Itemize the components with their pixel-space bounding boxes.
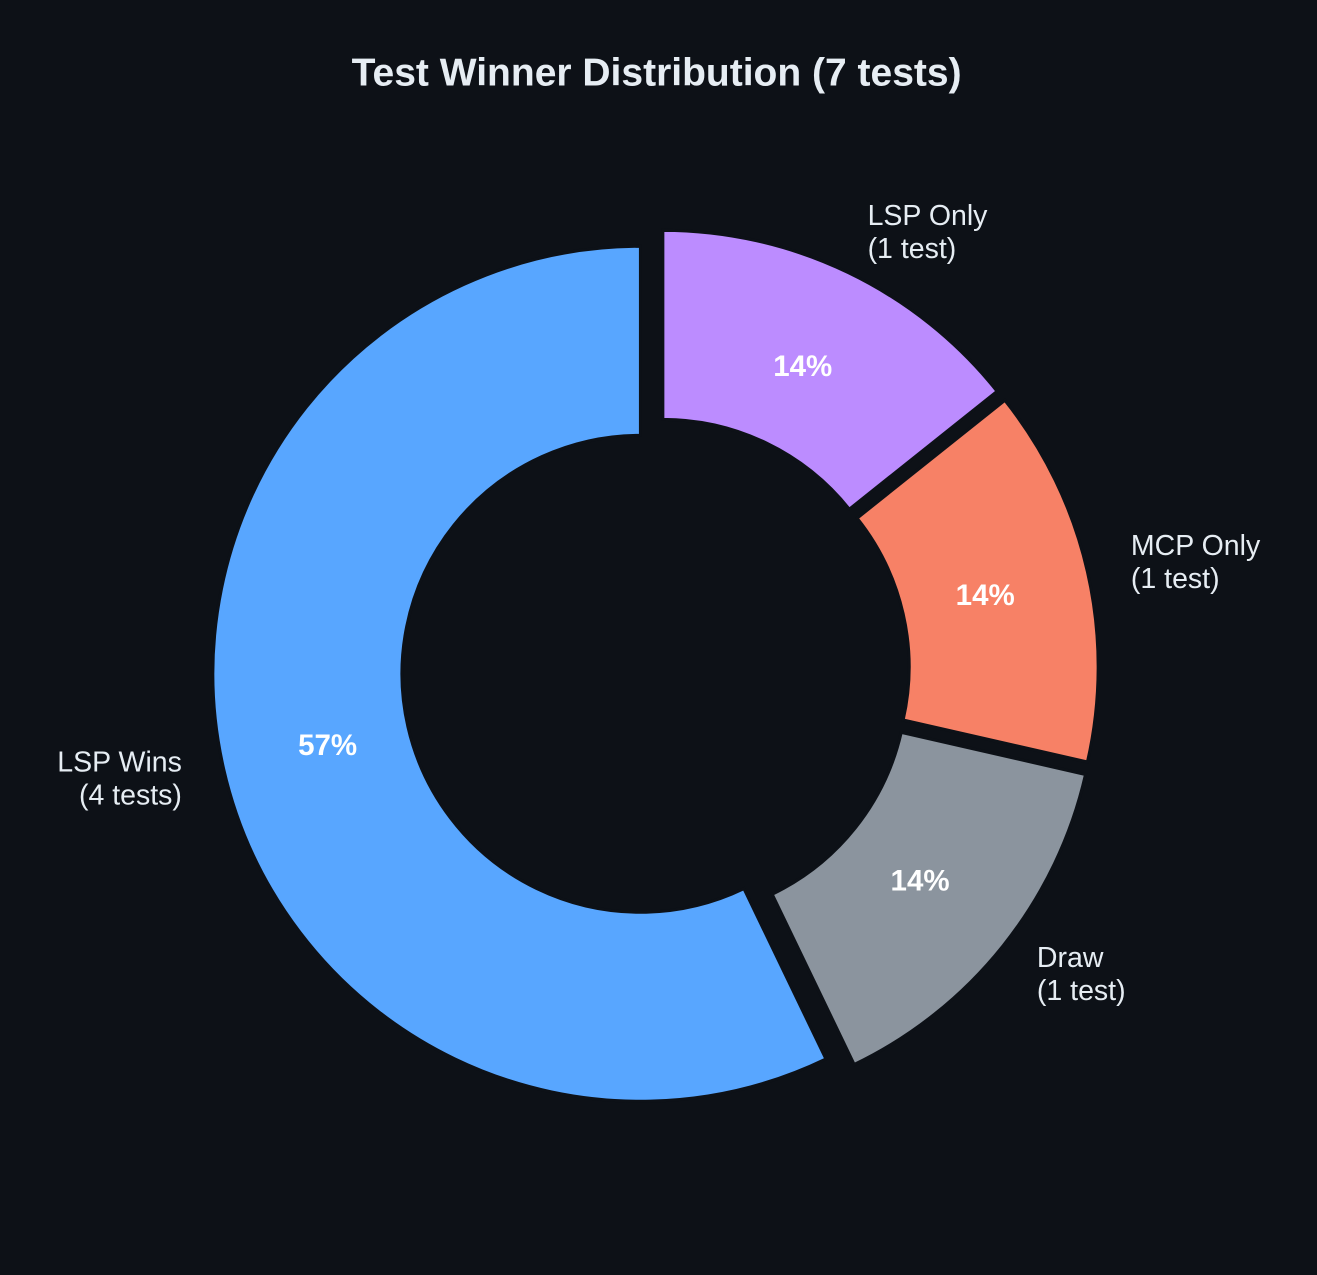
svg-text:(4 tests): (4 tests): [79, 780, 182, 812]
svg-text:(1 test): (1 test): [1037, 975, 1126, 1007]
svg-text:Draw: Draw: [1037, 942, 1104, 974]
svg-text:Test Winner Distribution (7 te: Test Winner Distribution (7 tests): [352, 52, 962, 95]
svg-text:LSP Only: LSP Only: [868, 200, 989, 232]
svg-text:14%: 14%: [956, 579, 1015, 612]
svg-text:(1 test): (1 test): [868, 233, 957, 265]
svg-text:14%: 14%: [773, 350, 832, 383]
svg-text:(1 test): (1 test): [1131, 563, 1220, 595]
svg-text:MCP Only: MCP Only: [1131, 530, 1261, 562]
svg-text:14%: 14%: [891, 864, 950, 897]
svg-text:LSP Wins: LSP Wins: [57, 747, 182, 779]
svg-text:57%: 57%: [298, 729, 357, 762]
